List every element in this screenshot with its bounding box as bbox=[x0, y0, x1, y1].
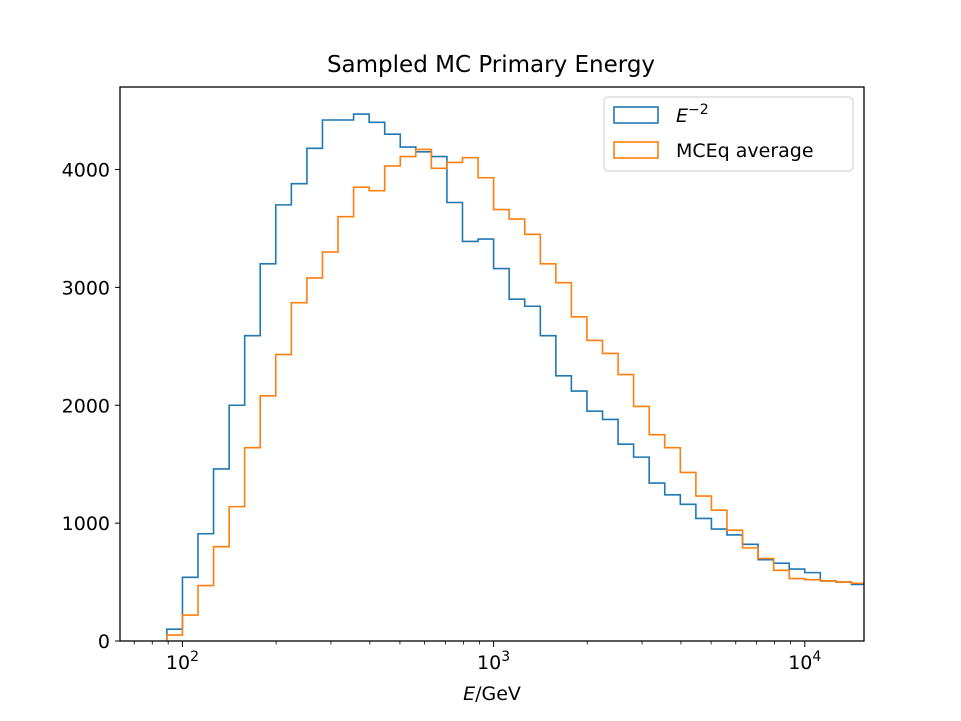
y-tick-label: 2000 bbox=[62, 395, 110, 417]
x-axis-label: E/GeV bbox=[463, 683, 521, 705]
y-axis: 0 1000 2000 3000 4000 bbox=[62, 160, 120, 653]
legend-swatch-mceq-average bbox=[613, 141, 659, 159]
histogram-series-0 bbox=[166, 113, 864, 641]
legend-label-mceq-average: MCEq average bbox=[676, 140, 814, 162]
legend-swatch-e-minus-2 bbox=[613, 106, 659, 124]
y-tick-label: 1000 bbox=[62, 513, 110, 535]
x-tick-label: 103 bbox=[477, 649, 510, 674]
legend-label-e-minus-2-exp: −2 bbox=[688, 102, 709, 118]
chart-title: Sampled MC Primary Energy bbox=[327, 52, 655, 78]
plot-area bbox=[166, 113, 864, 641]
plot-frame bbox=[119, 86, 865, 642]
legend-label-e-minus-2-base: E bbox=[676, 105, 688, 127]
legend: E−2 MCEq average bbox=[603, 96, 854, 172]
y-tick-label: 0 bbox=[98, 631, 110, 653]
x-tick-label: 104 bbox=[788, 649, 821, 674]
y-tick-label: 3000 bbox=[62, 277, 110, 299]
x-tick-label: 102 bbox=[166, 649, 199, 674]
x-axis-label-unit: /GeV bbox=[475, 683, 521, 705]
legend-box bbox=[603, 96, 854, 172]
y-tick-label: 4000 bbox=[62, 160, 110, 182]
x-axis-label-symbol: E bbox=[463, 683, 475, 705]
histogram-series-1 bbox=[166, 148, 864, 641]
legend-label-e-minus-2: E−2 bbox=[676, 102, 709, 127]
x-axis: 102 103 104 bbox=[133, 641, 821, 674]
